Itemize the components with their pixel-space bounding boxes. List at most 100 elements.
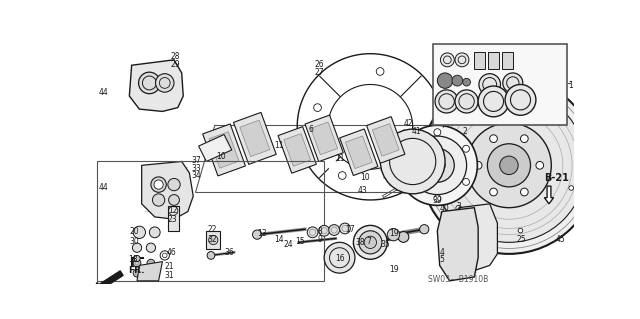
Text: 38: 38 xyxy=(355,239,365,248)
Circle shape xyxy=(463,178,470,185)
FancyArrow shape xyxy=(92,271,123,292)
Circle shape xyxy=(397,125,477,205)
FancyArrow shape xyxy=(545,186,554,204)
Text: 39: 39 xyxy=(432,196,442,205)
Circle shape xyxy=(435,90,458,113)
Circle shape xyxy=(478,86,509,117)
Text: 2: 2 xyxy=(463,127,467,136)
Circle shape xyxy=(398,232,409,242)
Circle shape xyxy=(408,136,467,195)
Text: 43: 43 xyxy=(357,186,367,195)
Text: 9: 9 xyxy=(317,235,322,244)
Text: 21: 21 xyxy=(164,262,174,271)
Circle shape xyxy=(340,223,350,234)
Text: SW03− B1910B: SW03− B1910B xyxy=(428,275,488,285)
Text: 45: 45 xyxy=(555,235,565,244)
Circle shape xyxy=(536,161,543,169)
Circle shape xyxy=(440,53,454,67)
Polygon shape xyxy=(278,127,316,173)
Circle shape xyxy=(132,243,141,252)
Circle shape xyxy=(324,242,355,273)
Polygon shape xyxy=(458,204,497,273)
Text: 28: 28 xyxy=(170,52,180,61)
Circle shape xyxy=(152,194,164,206)
Text: 4: 4 xyxy=(440,248,445,257)
Circle shape xyxy=(479,74,500,95)
Text: 26: 26 xyxy=(314,60,324,69)
Circle shape xyxy=(569,186,573,190)
Circle shape xyxy=(147,259,155,267)
Polygon shape xyxy=(284,134,310,166)
Circle shape xyxy=(380,129,445,194)
Circle shape xyxy=(168,195,179,205)
Circle shape xyxy=(520,135,528,143)
Circle shape xyxy=(490,135,497,143)
Circle shape xyxy=(437,73,452,88)
Circle shape xyxy=(253,230,262,239)
Polygon shape xyxy=(346,136,372,168)
Circle shape xyxy=(456,205,461,210)
Circle shape xyxy=(420,77,598,254)
Text: 31: 31 xyxy=(164,271,174,280)
Circle shape xyxy=(133,226,145,239)
Circle shape xyxy=(387,228,399,241)
Text: 12: 12 xyxy=(168,206,177,215)
Circle shape xyxy=(500,156,518,174)
Text: 22: 22 xyxy=(207,226,216,234)
Text: 10: 10 xyxy=(360,173,370,182)
Circle shape xyxy=(557,121,562,125)
Bar xyxy=(97,161,324,281)
Text: B-21: B-21 xyxy=(545,173,569,183)
Circle shape xyxy=(455,90,478,113)
Text: 19: 19 xyxy=(390,229,399,238)
Circle shape xyxy=(329,225,340,235)
Bar xyxy=(206,231,220,249)
Polygon shape xyxy=(340,129,378,175)
Circle shape xyxy=(156,74,174,92)
Text: 10: 10 xyxy=(216,152,226,161)
Circle shape xyxy=(488,144,531,187)
Circle shape xyxy=(207,252,215,259)
Polygon shape xyxy=(367,117,405,163)
Polygon shape xyxy=(311,122,337,155)
Bar xyxy=(502,52,513,69)
Text: 23: 23 xyxy=(168,215,177,224)
Polygon shape xyxy=(437,208,478,281)
Text: 18: 18 xyxy=(128,256,138,264)
Text: 42: 42 xyxy=(403,119,413,128)
Text: 11: 11 xyxy=(274,141,284,150)
Circle shape xyxy=(444,140,449,145)
Text: 36: 36 xyxy=(224,248,234,257)
Polygon shape xyxy=(203,124,245,176)
Circle shape xyxy=(353,226,387,259)
Circle shape xyxy=(209,235,218,245)
Bar xyxy=(168,206,179,231)
Circle shape xyxy=(395,172,403,179)
Circle shape xyxy=(429,158,445,173)
Circle shape xyxy=(474,161,482,169)
Polygon shape xyxy=(305,115,343,162)
Text: 20: 20 xyxy=(129,227,139,236)
Circle shape xyxy=(160,251,170,260)
Text: 17: 17 xyxy=(345,225,355,234)
Polygon shape xyxy=(372,124,399,156)
Circle shape xyxy=(376,68,384,75)
Text: 1: 1 xyxy=(568,81,573,90)
Circle shape xyxy=(520,188,528,196)
Text: 34: 34 xyxy=(192,172,202,181)
Bar xyxy=(488,52,499,69)
Circle shape xyxy=(307,227,318,238)
Polygon shape xyxy=(234,112,276,164)
Text: 40: 40 xyxy=(440,204,449,213)
Circle shape xyxy=(139,72,160,94)
Circle shape xyxy=(314,104,321,111)
Circle shape xyxy=(420,225,429,234)
Circle shape xyxy=(455,53,469,67)
Circle shape xyxy=(467,123,551,208)
Circle shape xyxy=(447,246,455,254)
Text: 44: 44 xyxy=(99,183,108,192)
Text: 8: 8 xyxy=(317,227,322,236)
Polygon shape xyxy=(209,132,239,168)
Text: 15: 15 xyxy=(296,237,305,246)
Circle shape xyxy=(405,145,412,152)
